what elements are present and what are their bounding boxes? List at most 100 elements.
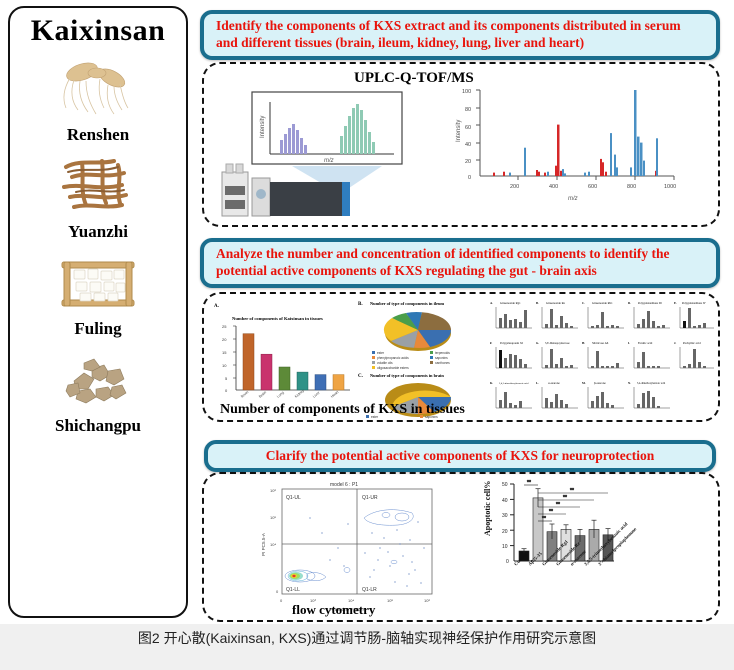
svg-text:0: 0 (276, 589, 279, 594)
svg-text:**: ** (563, 495, 567, 501)
svg-text:Polygalaxanthone IV: Polygalaxanthone IV (682, 302, 706, 305)
svg-text:100: 100 (462, 89, 471, 95)
herb-item-fuling: Fuling (10, 244, 186, 339)
svg-text:N.: N. (628, 381, 631, 385)
svg-text:400: 400 (549, 184, 558, 190)
callout-step2: Analyze the number and concentration of … (200, 238, 720, 288)
kaixinsan-herb-panel: Kaixinsan Renshe (8, 6, 188, 618)
herb-label-shichangpu: Shichangpu (55, 416, 141, 435)
flow-y-axis-label: PI PC5.5-A (261, 532, 266, 556)
herb-item-renshen: Renshen (10, 50, 186, 145)
svg-text:600: 600 (588, 184, 597, 190)
svg-text:I.: I. (628, 341, 630, 345)
svg-text:15: 15 (222, 350, 227, 355)
svg-text:Kidney: Kidney (294, 389, 305, 399)
svg-text:3,4-dimethoxybenzoic acid: 3,4-dimethoxybenzoic acid (637, 382, 666, 385)
svg-text:terpenoids: terpenoids (435, 351, 450, 355)
svg-text:phenylpropanoic acids: phenylpropanoic acids (377, 356, 409, 360)
workflow-area: Identify the components of KXS extract a… (196, 6, 726, 622)
svg-text:50: 50 (502, 482, 508, 488)
svg-text:40: 40 (502, 498, 508, 504)
panel-a-letter: A. (214, 304, 220, 309)
svg-text:ester: ester (371, 415, 379, 419)
panel-component-counts: A. Number of components of Kaixinsan in … (202, 292, 720, 422)
polygala-root-icon (52, 147, 144, 221)
svg-text:10³: 10³ (310, 598, 316, 603)
svg-text:Ginsenoside Rb1: Ginsenoside Rb1 (592, 301, 613, 305)
svg-text:**: ** (527, 480, 531, 486)
svg-text:L.: L. (536, 381, 539, 385)
mass-spectrum-chart: 100 80 60 40 20 0 Intensity 200 400 600 … (456, 89, 676, 202)
kaixinsan-title: Kaixinsan (30, 14, 166, 47)
svg-text:0: 0 (506, 559, 509, 565)
svg-text:20: 20 (222, 337, 227, 342)
svg-text:20: 20 (465, 159, 471, 165)
svg-text:3,4,5-trimethoxybenzoic acid: 3,4,5-trimethoxybenzoic acid (499, 382, 529, 385)
svg-text:800: 800 (627, 184, 636, 190)
svg-text:K.: K. (490, 381, 493, 385)
svg-text:**: ** (542, 516, 546, 522)
svg-text:Ferulic acid: Ferulic acid (638, 341, 653, 345)
herb-label-yuanzhi: Yuanzhi (68, 222, 128, 241)
svg-text:H.: H. (582, 341, 585, 345)
svg-text:D.: D. (628, 301, 631, 305)
svg-text:0: 0 (468, 175, 471, 181)
tissue-component-bar-chart: A. Number of components of Kaixinsan in … (214, 304, 350, 399)
svg-text:1000: 1000 (664, 184, 676, 190)
svg-text:C.: C. (582, 301, 585, 305)
svg-text:3,6'-Disinapoylsucrose: 3,6'-Disinapoylsucrose (545, 342, 570, 345)
svg-text:10⁴: 10⁴ (270, 542, 276, 547)
svg-text:10⁶: 10⁶ (424, 598, 430, 603)
svg-text:G.: G. (536, 341, 539, 345)
svg-text:5: 5 (225, 376, 228, 381)
svg-text:Brain: Brain (258, 390, 267, 398)
svg-text:10: 10 (502, 544, 508, 550)
svg-text:25: 25 (222, 324, 227, 329)
herb-item-shichangpu: Shichangpu (10, 341, 186, 436)
flow-x-axis-label: AnnexinV FITC-A (330, 607, 367, 612)
figure-caption: 图2 开心散(Kaixinsan, KXS)通过调节肠-脑轴实现神经保护作用研究… (137, 630, 597, 646)
svg-text:M.: M. (582, 381, 586, 385)
svg-text:0: 0 (225, 388, 228, 393)
panel-neuroprotection: model 6 : P1 Q1-UL Q1-UR Q1-LL Q1-LR (202, 472, 720, 622)
herb-label-fuling: Fuling (74, 319, 122, 338)
svg-text:J.: J. (674, 341, 677, 345)
svg-text:ester: ester (377, 351, 385, 355)
svg-text:**: ** (556, 502, 560, 508)
callout-step3: Clarify the potential active components … (204, 440, 716, 472)
acorus-slice-icon (52, 341, 144, 415)
svg-text:Ginsenoside Rg1: Ginsenoside Rg1 (500, 301, 521, 305)
flow-cytometry-caption: flow cytometry (292, 602, 376, 617)
svg-text:200: 200 (510, 184, 519, 190)
svg-text:Sibiricose A6: Sibiricose A6 (592, 341, 609, 345)
svg-text:B.: B. (536, 301, 539, 305)
svg-text:60: 60 (465, 125, 471, 131)
svg-text:Liver: Liver (312, 390, 321, 399)
svg-text:10⁵: 10⁵ (270, 515, 276, 520)
svg-text:30: 30 (502, 513, 508, 519)
callout-step1: Identify the components of KXS extract a… (200, 10, 720, 60)
panel-b-letter: B. (358, 302, 363, 307)
flow-cytometry-plot: model 6 : P1 Q1-UL Q1-UR Q1-LL Q1-LR (261, 482, 433, 612)
svg-text:Polygalaxanthone III: Polygalaxanthone III (638, 302, 662, 305)
herb-item-yuanzhi: Yuanzhi (10, 147, 186, 242)
apoptosis-y-axis-label: Apoptotic cell% (483, 481, 492, 536)
svg-text:α-asarone: α-asarone (548, 381, 560, 385)
svg-text:saponins: saponins (435, 356, 448, 360)
uplc-title: UPLC-Q-TOF/MS (354, 70, 474, 86)
svg-text:10⁶: 10⁶ (270, 488, 276, 493)
svg-text:10: 10 (222, 363, 227, 368)
svg-text:Ginsenoside Re: Ginsenoside Re (546, 301, 566, 305)
svg-text:0: 0 (280, 598, 283, 603)
svg-text:Ileum: Ileum (240, 390, 249, 399)
figure-page: Kaixinsan Renshe (0, 0, 734, 624)
quadrant-ul-label: Q1-UL (286, 495, 301, 501)
quadrant-ur-label: Q1-UR (362, 495, 378, 501)
panel-uplc-qtof-ms: UPLC-Q-TOF/MS Intensity m/z (202, 62, 720, 227)
svg-text:Number of type of components i: Number of type of components in brain (370, 373, 444, 378)
svg-text:A.: A. (490, 301, 493, 305)
section2-footer-title: Number of components of KXS in tissues (220, 402, 465, 417)
poria-cube-icon (52, 244, 144, 318)
flow-plot-title: model 6 : P1 (330, 482, 358, 488)
component-type-pie-charts: B. Number of type of components in ileum… (358, 301, 452, 419)
